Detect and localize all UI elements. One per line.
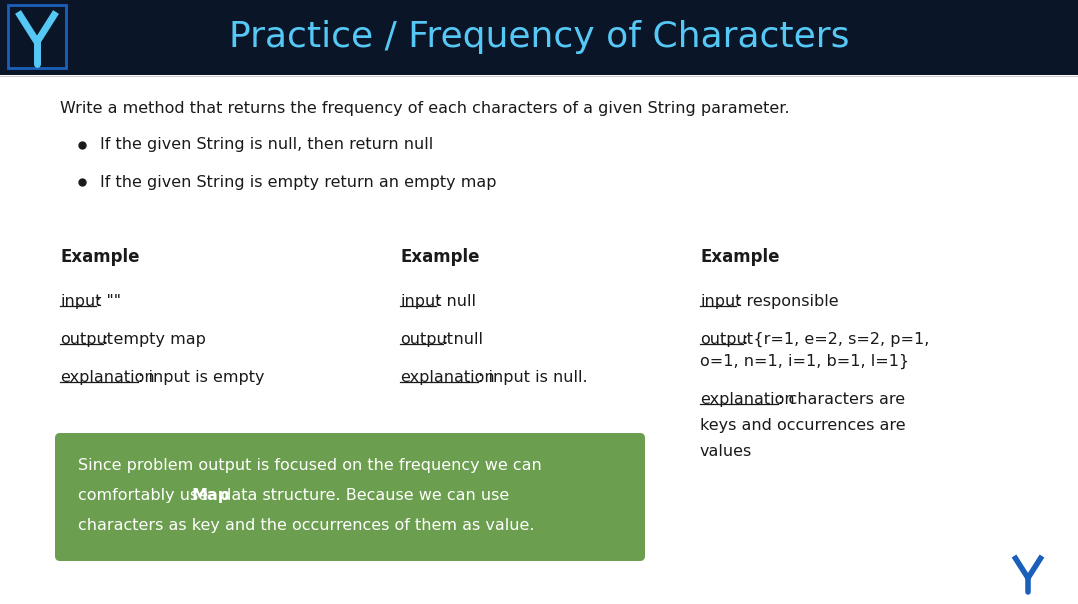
Text: : input is empty: : input is empty [138,370,265,385]
Text: values: values [700,444,752,459]
Text: data structure. Because we can use: data structure. Because we can use [216,488,509,503]
FancyBboxPatch shape [0,0,1078,75]
Text: : null: : null [436,294,475,309]
Text: If the given String is null, then return null: If the given String is null, then return… [100,138,433,152]
Text: : responsible: : responsible [735,294,839,309]
Text: Example: Example [400,248,480,266]
Text: keys and occurrences are: keys and occurrences are [700,418,906,433]
Text: : characters are: : characters are [778,392,906,407]
Text: explanation: explanation [700,392,794,407]
Text: Practice / Frequency of Characters: Practice / Frequency of Characters [229,20,849,54]
Text: o=1, n=1, i=1, b=1, l=1}: o=1, n=1, i=1, b=1, l=1} [700,354,909,369]
Text: Example: Example [700,248,779,266]
Text: input: input [700,294,742,309]
Text: comfortably use: comfortably use [78,488,213,503]
Text: characters as key and the occurrences of them as value.: characters as key and the occurrences of… [78,518,535,533]
Text: : empty map: : empty map [102,332,206,347]
Text: Example: Example [60,248,139,266]
Text: explanation: explanation [60,370,154,385]
Text: : input is null.: : input is null. [479,370,589,385]
FancyBboxPatch shape [55,433,645,561]
Text: : {r=1, e=2, s=2, p=1,: : {r=1, e=2, s=2, p=1, [743,332,929,347]
Text: Write a method that returns the frequency of each characters of a given String p: Write a method that returns the frequenc… [60,100,789,115]
Text: : null: : null [443,332,483,347]
Text: input: input [400,294,442,309]
Text: Since problem output is focused on the frequency we can: Since problem output is focused on the f… [78,458,542,473]
Text: explanation: explanation [400,370,495,385]
Text: Map: Map [191,488,230,503]
Text: input: input [60,294,101,309]
Text: : "": : "" [96,294,121,309]
Text: output: output [60,332,113,347]
Text: If the given String is empty return an empty map: If the given String is empty return an e… [100,175,497,190]
Text: output: output [400,332,453,347]
Text: output: output [700,332,754,347]
